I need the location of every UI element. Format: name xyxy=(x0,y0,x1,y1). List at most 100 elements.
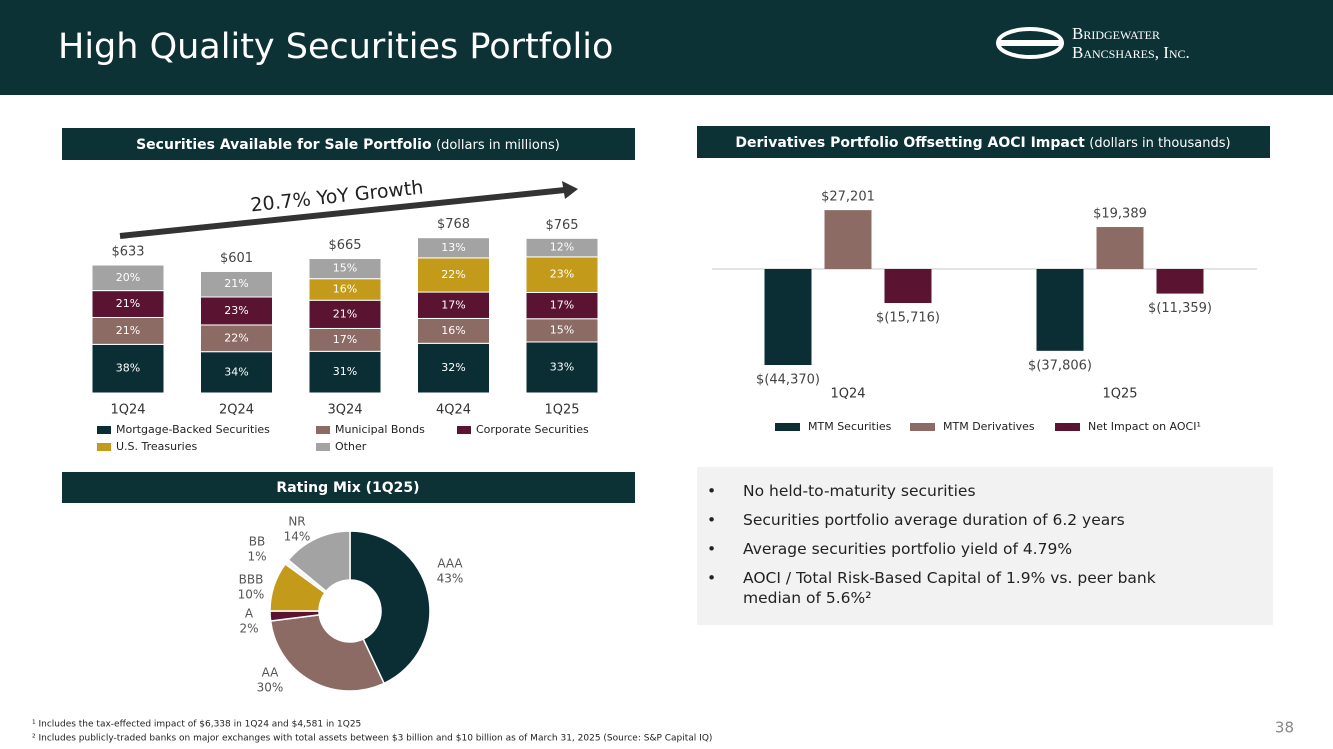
bar-segment xyxy=(200,351,273,394)
slice-value: 1% xyxy=(247,550,266,564)
bar-segment xyxy=(200,296,273,326)
annotation: 20.7% YoY Growth xyxy=(250,176,425,216)
bar xyxy=(1036,269,1084,351)
segment-label: 32% xyxy=(441,361,465,374)
subtitle: (dollars in millions) xyxy=(436,138,560,153)
segment-label: 13% xyxy=(441,241,465,254)
slice-name: BBB xyxy=(239,573,264,587)
segment-label: 22% xyxy=(441,268,465,281)
bar xyxy=(824,210,872,269)
bar-segment xyxy=(308,258,382,280)
segment-label: 21% xyxy=(116,297,140,310)
slice-name: AAA xyxy=(437,557,463,571)
segment-label: 31% xyxy=(333,365,357,378)
slice-value: 14% xyxy=(284,530,311,544)
donut-slice xyxy=(269,614,386,692)
segment-label: 21% xyxy=(224,277,248,290)
legend-label: Corporate Securities xyxy=(476,423,589,436)
legend-label: U.S. Treasuries xyxy=(116,440,197,453)
legend-swatch xyxy=(457,426,471,434)
title: Derivatives Portfolio Offsetting AOCI Im… xyxy=(735,135,1085,151)
bar xyxy=(1096,227,1144,269)
slide-title: High Quality Securities Portfolio xyxy=(58,27,613,67)
donut-slice xyxy=(287,530,351,593)
legend-label: Net Impact on AOCI¹ xyxy=(1088,420,1201,433)
slice-name: NR xyxy=(288,515,305,529)
footnote: ² Includes publicly-traded banks on majo… xyxy=(32,734,712,744)
value-label: $27,201 xyxy=(821,190,875,205)
segment-label: 23% xyxy=(224,304,248,317)
bullet: Securities portfolio average duration of… xyxy=(707,510,1213,530)
bullet: Average securities portfolio yield of 4.… xyxy=(707,539,1213,559)
value-label: $(37,806) xyxy=(1028,358,1092,373)
arrow-head xyxy=(562,181,578,199)
segment-label: 21% xyxy=(116,324,140,337)
growth-arrow xyxy=(119,187,566,239)
slice-value: 2% xyxy=(239,622,258,636)
bar-segment xyxy=(525,341,599,394)
total-label: $601 xyxy=(220,251,253,266)
bar-segment xyxy=(417,257,490,293)
segment-label: 17% xyxy=(550,299,574,312)
segment-label: 17% xyxy=(333,333,357,346)
total-label: $665 xyxy=(328,238,361,253)
donut-slice xyxy=(349,530,431,685)
legend-swatch xyxy=(97,443,111,451)
bar xyxy=(764,269,812,366)
slice-value: 43% xyxy=(437,572,464,586)
legend-label: Municipal Bonds xyxy=(335,423,425,436)
x-tick-label: 2Q24 xyxy=(219,403,254,418)
subtitle: (dollars in thousands) xyxy=(1089,136,1230,151)
bar-segment xyxy=(417,291,490,319)
segment-label: 15% xyxy=(550,323,574,336)
logo-line: Bancshares, Inc. xyxy=(1072,43,1190,62)
segment-label: 12% xyxy=(550,241,574,254)
slice-name: AA xyxy=(262,666,280,680)
legend-label: Other xyxy=(335,440,367,453)
value-label: $(11,359) xyxy=(1148,301,1212,316)
bar-segment xyxy=(525,237,599,258)
bullet-box: No held-to-maturity securities Securitie… xyxy=(697,467,1273,625)
total-label: $765 xyxy=(545,218,578,233)
slice-name: BB xyxy=(249,535,265,549)
bullet: No held-to-maturity securities xyxy=(707,481,1213,501)
segment-label: 22% xyxy=(224,331,248,344)
value-label: $19,389 xyxy=(1093,207,1147,222)
legend-swatch xyxy=(316,426,330,434)
legend-swatch xyxy=(97,426,111,434)
segment-label: 34% xyxy=(224,365,248,378)
section-header xyxy=(62,472,635,503)
value-label: $(15,716) xyxy=(876,311,940,326)
bar-segment xyxy=(417,317,490,344)
page-number: 38 xyxy=(1275,719,1294,737)
x-tick-label: 1Q25 xyxy=(544,403,579,418)
segment-label: 20% xyxy=(116,271,140,284)
slice-value: 10% xyxy=(238,588,265,602)
section-title: Derivatives Portfolio Offsetting AOCI Im… xyxy=(735,135,1230,151)
legend-label: Mortgage-Backed Securities xyxy=(116,423,270,436)
bar-segment xyxy=(417,342,490,394)
total-label: $768 xyxy=(437,217,470,232)
bar-segment xyxy=(308,299,382,329)
bar-segment xyxy=(200,324,273,353)
x-tick-label: 1Q25 xyxy=(1102,387,1137,402)
segment-label: 21% xyxy=(333,307,357,320)
section-header xyxy=(697,126,1270,158)
value-label: $(44,370) xyxy=(756,373,820,388)
segment-label: 33% xyxy=(550,360,574,373)
bar-segment xyxy=(200,270,273,298)
bar-segment xyxy=(525,256,599,293)
total-label: $633 xyxy=(111,245,144,260)
title: Securities Available for Sale Portfolio xyxy=(136,137,432,153)
legend-swatch xyxy=(1055,423,1080,431)
segment-label: 17% xyxy=(441,298,465,311)
footnote: ¹ Includes the tax-effected impact of $6… xyxy=(32,720,361,730)
slice-name: A xyxy=(245,607,254,621)
bar-segment xyxy=(417,237,490,259)
legend-swatch xyxy=(775,423,800,431)
x-tick-label: 1Q24 xyxy=(830,387,865,402)
section-title: Rating Mix (1Q25) xyxy=(276,480,419,496)
logo-line: Bridgewater xyxy=(1072,24,1160,43)
legend-label: MTM Securities xyxy=(808,420,892,433)
segment-label: 16% xyxy=(441,324,465,337)
